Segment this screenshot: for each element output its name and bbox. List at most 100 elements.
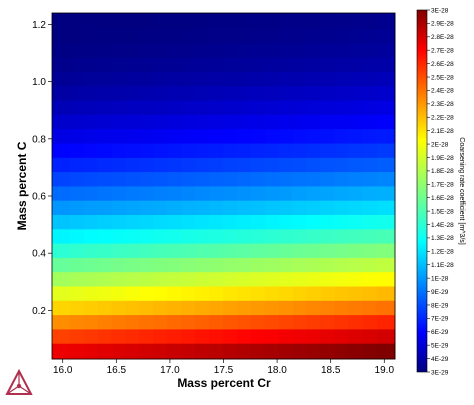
heatmap-cell: [236, 43, 252, 58]
heatmap-cell: [125, 286, 140, 301]
heatmap-cell: [125, 300, 140, 316]
heatmap-cell: [320, 13, 335, 30]
heatmap-cell: [209, 128, 224, 144]
heatmap-cell: [362, 286, 378, 301]
heatmap-cell: [195, 186, 210, 201]
heatmap-cell: [278, 128, 294, 144]
heatmap-cell: [83, 314, 98, 330]
heatmap-cell: [167, 314, 182, 330]
heatmap-cell: [264, 300, 280, 316]
heatmap-cell: [362, 43, 378, 58]
heatmap-cell: [362, 343, 378, 360]
heatmap-cell: [376, 257, 396, 273]
heatmap-cell: [334, 314, 349, 330]
heatmap-cell: [52, 157, 71, 173]
heatmap-cell: [52, 13, 71, 30]
heatmap-cell: [376, 57, 396, 73]
heatmap-cell: [348, 13, 363, 30]
heatmap-cell: [153, 114, 168, 130]
heatmap-cell: [209, 157, 224, 173]
heatmap-cell: [306, 28, 321, 44]
heatmap-cell: [111, 200, 126, 215]
heatmap-cell: [236, 343, 252, 360]
heatmap-cell: [264, 71, 280, 87]
heatmap-cell: [139, 128, 154, 144]
heatmap-cell: [209, 143, 224, 158]
heatmap-cell: [236, 271, 252, 287]
heatmap-cell: [376, 200, 396, 215]
heatmap-cell: [83, 286, 98, 301]
heatmap-cell: [348, 300, 363, 316]
heatmap-cell: [306, 186, 321, 201]
heatmap-cell: [209, 314, 224, 330]
heatmap-cell: [292, 71, 307, 87]
heatmap-cell: [153, 300, 168, 316]
heatmap-cell: [153, 228, 168, 244]
colorbar-tick-label: 1.8E-28: [431, 168, 454, 175]
heatmap-cell: [250, 257, 266, 273]
heatmap-cell: [195, 157, 210, 173]
x-tick-label: 16.0: [53, 365, 73, 376]
heatmap-cell: [52, 328, 71, 344]
x-axis-ticks: 16.0 16.5 17.0 17.5 18.0 18.5 19.0: [53, 359, 394, 376]
heatmap-cell: [97, 314, 112, 330]
heatmap-cell: [334, 243, 349, 258]
heatmap-cell: [236, 143, 252, 158]
heatmap-cell: [222, 271, 238, 287]
heatmap-cell: [250, 171, 266, 187]
heatmap-cell: [306, 328, 321, 344]
heatmap-cell: [181, 214, 196, 230]
heatmap-cell: [334, 114, 349, 130]
heatmap-cell: [376, 114, 396, 130]
heatmap-cell: [139, 243, 154, 258]
heatmap-cell: [181, 171, 196, 187]
heatmap-cell: [264, 214, 280, 230]
heatmap-cell: [111, 100, 126, 115]
heatmap-cell: [306, 71, 321, 87]
heatmap-cell: [222, 300, 238, 316]
heatmap-cell: [111, 13, 126, 30]
heatmap-cell: [320, 171, 335, 187]
heatmap-cell: [167, 257, 182, 273]
heatmap-cell: [97, 343, 112, 360]
heatmap-cell: [250, 214, 266, 230]
heatmap-cell: [97, 114, 112, 130]
heatmap-cell: [83, 157, 98, 173]
heatmap-cell: [376, 243, 396, 258]
heatmap-cell: [111, 114, 126, 130]
heatmap-cell: [69, 343, 85, 360]
heatmap-cell: [209, 43, 224, 58]
heatmap-cell: [195, 343, 210, 360]
heatmap-cell: [236, 228, 252, 244]
heatmap-cell: [278, 13, 294, 30]
heatmap-cell: [52, 171, 71, 187]
heatmap-cell: [292, 157, 307, 173]
heatmap-cell: [320, 228, 335, 244]
heatmap-cell: [139, 28, 154, 44]
heatmap-cell: [222, 186, 238, 201]
heatmap-cell: [236, 13, 252, 30]
heatmap-cell: [250, 71, 266, 87]
heatmap-cell: [236, 100, 252, 115]
colorbar-tick-label: 4E-29: [431, 356, 449, 363]
heatmap-cell: [250, 314, 266, 330]
heatmap-cell: [306, 85, 321, 101]
heatmap-cell: [153, 43, 168, 58]
heatmap-cell: [334, 171, 349, 187]
colorbar-tick-label: 1.9E-28: [431, 155, 454, 162]
heatmap-cell: [278, 157, 294, 173]
heatmap-cell: [125, 114, 140, 130]
heatmap-cell: [83, 100, 98, 115]
heatmap-cell: [264, 43, 280, 58]
heatmap-cell: [69, 157, 85, 173]
heatmap-cell: [83, 13, 98, 30]
heatmap-cell: [69, 257, 85, 273]
heatmap-cell: [181, 85, 196, 101]
heatmap-cell: [292, 43, 307, 58]
heatmap-cell: [153, 314, 168, 330]
heatmap-cell: [83, 28, 98, 44]
heatmap-cell: [153, 200, 168, 215]
heatmap-cell: [278, 343, 294, 360]
heatmap-cell: [320, 314, 335, 330]
heatmap-cell: [292, 28, 307, 44]
